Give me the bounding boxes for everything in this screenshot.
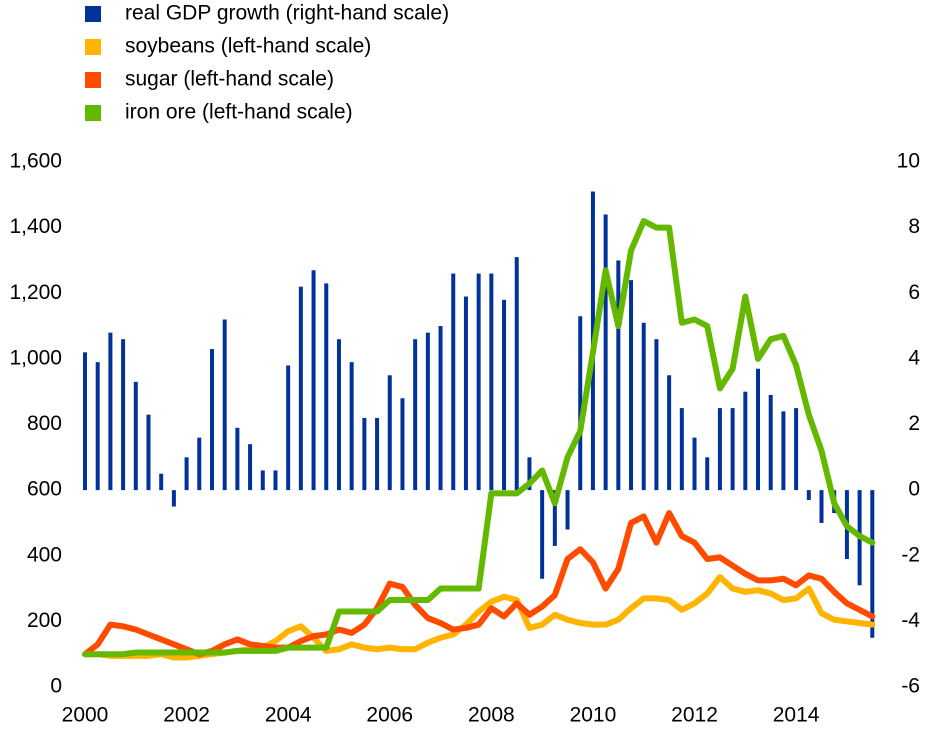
legend-swatch (85, 6, 101, 22)
bar (133, 381, 138, 491)
y2-tick-label: 0 (908, 478, 920, 501)
x-tick-label: 2014 (773, 704, 820, 727)
bar (667, 375, 672, 491)
bar (603, 214, 608, 491)
bar (679, 408, 684, 491)
bar (514, 257, 519, 491)
x-tick-label: 2000 (62, 704, 109, 727)
bar (108, 332, 113, 491)
bar (641, 322, 646, 491)
y-tick-label: 1,400 (9, 215, 62, 238)
x-tick-label: 2008 (468, 704, 515, 727)
bar (730, 408, 735, 491)
bar (400, 398, 405, 491)
bar (248, 444, 253, 491)
y2-tick-label: 10 (897, 150, 920, 173)
y-tick-label: 1,000 (9, 346, 62, 369)
bar (197, 437, 202, 491)
bar (578, 316, 583, 491)
y2-tick-label: -4 (901, 609, 920, 632)
bar (83, 352, 87, 491)
legend-label: soybeans (left-hand scale) (125, 35, 371, 58)
bar (159, 473, 164, 491)
bar (705, 457, 710, 491)
bar (489, 273, 494, 491)
legend-swatch (85, 72, 101, 88)
bar (121, 339, 126, 491)
bar (425, 332, 430, 491)
bar (540, 490, 545, 579)
legend-label: real GDP growth (right-hand scale) (125, 2, 449, 25)
bar (451, 273, 456, 491)
bar (184, 457, 189, 491)
y-tick-label: 0 (50, 675, 62, 698)
bar (349, 362, 354, 491)
bar (222, 319, 227, 491)
bar (336, 339, 341, 491)
x-tick-label: 2012 (671, 704, 718, 727)
line (82, 510, 876, 658)
bar (273, 470, 278, 491)
bar (819, 490, 824, 523)
x-tick-label: 2002 (163, 704, 210, 727)
bar (743, 391, 748, 491)
bar (629, 280, 634, 491)
y-tick-label: 600 (27, 478, 62, 501)
y-tick-label: 800 (27, 412, 62, 435)
bar (209, 349, 214, 491)
y2-tick-label: -2 (901, 543, 920, 566)
y-tick-label: 1,200 (9, 281, 62, 304)
bar (298, 286, 303, 491)
y2-tick-label: -6 (901, 675, 920, 698)
bar (260, 470, 265, 491)
y-tick-label: 400 (27, 543, 62, 566)
bar (375, 417, 380, 491)
legend-swatch (85, 105, 101, 121)
y2-tick-label: 4 (908, 346, 920, 369)
bar (502, 299, 507, 491)
bar (476, 273, 481, 491)
y2-tick-label: 2 (908, 412, 920, 435)
bar (768, 394, 773, 491)
bar (870, 490, 875, 638)
bar (95, 362, 100, 491)
x-tick-label: 2004 (265, 704, 312, 727)
bar (565, 490, 570, 530)
bar (692, 437, 697, 491)
x-tick-label: 2006 (366, 704, 413, 727)
bar (806, 490, 811, 500)
y-tick-label: 200 (27, 609, 62, 632)
bar (654, 339, 659, 491)
bar (413, 339, 418, 491)
bar (311, 270, 316, 491)
y2-tick-label: 6 (908, 281, 920, 304)
bar (146, 414, 151, 491)
bar (756, 368, 761, 491)
bar (717, 408, 722, 491)
bar (794, 408, 799, 491)
line (82, 218, 876, 658)
y-tick-label: 1,600 (9, 150, 62, 173)
bar (463, 296, 468, 491)
bar (286, 365, 291, 491)
y2-tick-label: 8 (908, 215, 920, 238)
bar (552, 490, 557, 546)
bar (362, 417, 367, 491)
legend-swatch (85, 39, 101, 55)
bar (616, 260, 621, 491)
bar (438, 326, 443, 491)
x-tick-label: 2010 (570, 704, 617, 727)
bar (171, 490, 176, 507)
bar (324, 283, 329, 491)
bar (235, 427, 240, 491)
legend-label: sugar (left-hand scale) (125, 68, 334, 91)
bar (527, 457, 532, 491)
bar (781, 411, 786, 491)
bar (387, 375, 392, 491)
legend-label: iron ore (left-hand scale) (125, 101, 353, 124)
